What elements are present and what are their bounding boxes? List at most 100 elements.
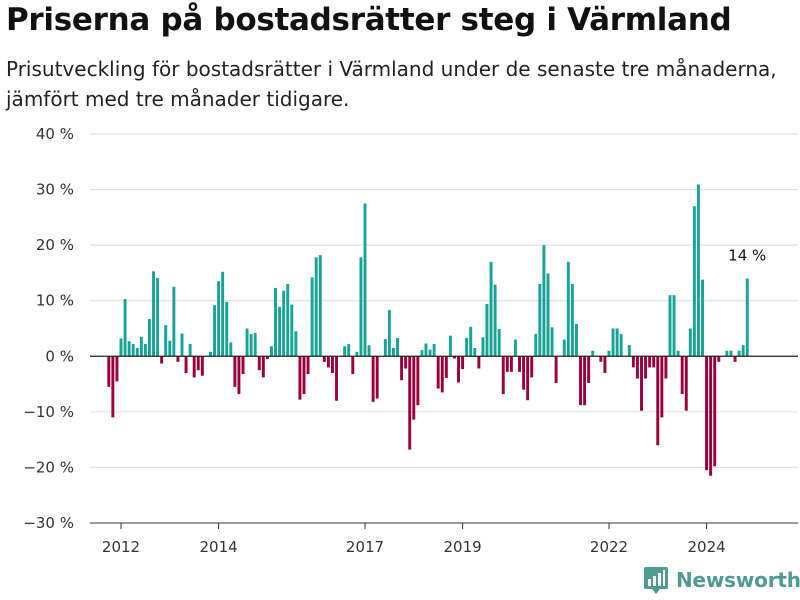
bar (330, 356, 334, 373)
bar (396, 337, 399, 357)
bar (115, 356, 119, 382)
bar (538, 284, 542, 357)
bar (680, 356, 684, 395)
bar (274, 287, 277, 357)
bar (371, 356, 375, 402)
bar (713, 356, 717, 467)
last-value-annotation: 14 % (728, 246, 766, 264)
bar (562, 339, 566, 357)
bar (119, 338, 123, 357)
brand-logo: Newsworthy (643, 566, 800, 594)
bar (139, 336, 143, 357)
bar (428, 349, 432, 357)
bar (627, 345, 631, 357)
bar (579, 356, 582, 406)
bar (188, 344, 192, 357)
bar (530, 356, 534, 378)
bar (489, 261, 493, 357)
bar (745, 278, 749, 357)
bar (152, 271, 155, 357)
bar (221, 271, 225, 357)
bar (302, 356, 306, 395)
bar (164, 325, 168, 357)
bar (652, 356, 656, 368)
bar (668, 295, 672, 357)
bar (469, 326, 473, 357)
bar (347, 344, 351, 357)
bars (107, 184, 749, 476)
bar (635, 356, 639, 379)
bar (184, 356, 188, 373)
bar (493, 284, 497, 357)
bar (160, 356, 164, 364)
bar (733, 356, 737, 362)
bar (282, 290, 286, 357)
bar (237, 356, 241, 395)
bar (619, 334, 623, 357)
bar (477, 356, 481, 369)
x-tick-label: 2014 (200, 538, 238, 556)
x-axis: 2012 2014 2017 2019 2022 2024 (102, 523, 726, 556)
bar (465, 337, 469, 357)
y-tick-label: 20 % (36, 236, 74, 254)
bar (387, 310, 391, 357)
bar (135, 347, 139, 357)
bar (335, 356, 338, 401)
bar (298, 356, 302, 400)
bar (148, 319, 151, 357)
bar (522, 356, 526, 390)
bar (656, 356, 660, 446)
bar (583, 356, 587, 406)
bar (404, 356, 408, 369)
bar (343, 346, 347, 357)
bar (241, 356, 245, 375)
bar (741, 345, 745, 357)
bar (513, 339, 517, 357)
bar (270, 346, 273, 357)
bar (131, 344, 135, 357)
bar (701, 279, 704, 357)
bar (180, 333, 184, 357)
brand-name: Newsworthy (676, 568, 800, 592)
bar (245, 328, 249, 357)
bar (367, 345, 371, 357)
bar (176, 356, 180, 362)
bar (123, 299, 127, 357)
bar (363, 203, 367, 357)
bar (143, 344, 147, 357)
bar (644, 356, 648, 379)
bar (172, 286, 176, 357)
bar (351, 356, 355, 375)
x-tick-label: 2024 (688, 538, 726, 556)
bar (192, 356, 196, 378)
bar (640, 356, 643, 411)
bar (705, 356, 709, 471)
bar (249, 334, 253, 357)
bar (570, 284, 574, 357)
bar (587, 356, 591, 383)
bar (286, 284, 290, 357)
bar (692, 206, 696, 357)
y-tick-label: 10 % (36, 292, 74, 310)
y-axis: 40 % 30 % 20 % 10 % 0 % −10 % −20 % −30 % (23, 125, 74, 532)
bar (416, 356, 420, 406)
bar (209, 351, 212, 357)
bar (213, 305, 216, 357)
bar (497, 329, 501, 357)
newsworthy-logo-icon (644, 567, 668, 594)
bar (217, 281, 221, 357)
y-tick-label: 40 % (36, 125, 74, 143)
bar (107, 356, 111, 387)
bar (554, 356, 558, 383)
bar (314, 257, 318, 357)
bar (591, 350, 595, 357)
bar (383, 339, 387, 357)
bar (518, 356, 521, 372)
y-tick-label: 30 % (36, 181, 74, 199)
bar (526, 356, 530, 401)
chart-title: Priserna på bostadsrätter steg i Värmlan… (6, 2, 732, 38)
bar (391, 347, 395, 357)
bar (448, 335, 452, 357)
bar (265, 356, 269, 360)
